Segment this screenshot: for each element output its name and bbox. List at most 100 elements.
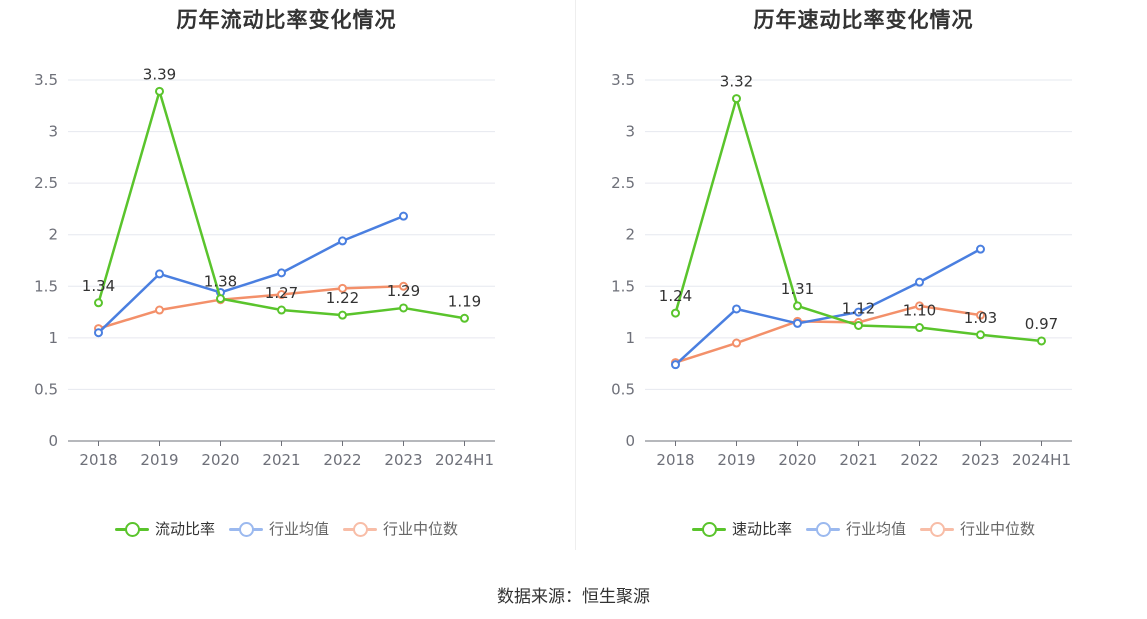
series-line-1 bbox=[674, 248, 982, 366]
y-tick-label: 1 bbox=[625, 329, 635, 347]
y-tick-label: 3.5 bbox=[611, 71, 635, 89]
data-point bbox=[155, 269, 164, 279]
data-point bbox=[94, 328, 103, 338]
data-point bbox=[854, 307, 863, 317]
y-tick-label: 2 bbox=[625, 226, 635, 244]
data-point bbox=[399, 303, 408, 313]
y-tick-label: 1.5 bbox=[34, 277, 58, 295]
data-point bbox=[976, 310, 985, 320]
data-label: 1.24 bbox=[659, 287, 692, 305]
x-tick-label: 2022 bbox=[323, 451, 361, 469]
y-tick-label: 3 bbox=[625, 123, 635, 141]
legend-line-icon bbox=[691, 521, 726, 537]
y-tick-label: 0.5 bbox=[34, 380, 58, 398]
data-point bbox=[460, 313, 469, 323]
x-tick-label: 2019 bbox=[717, 451, 755, 469]
y-tick-label: 3 bbox=[48, 123, 58, 141]
data-label: 1.03 bbox=[964, 309, 997, 327]
data-point bbox=[216, 294, 225, 304]
data-source-caption: 数据来源：恒生聚源 bbox=[497, 587, 650, 607]
x-tick-label: 2021 bbox=[262, 451, 300, 469]
legend-label: 行业中位数 bbox=[383, 520, 459, 538]
data-point bbox=[155, 86, 164, 96]
legend-item-industry-mean[interactable]: 行业均值 bbox=[805, 518, 906, 539]
legend-label: 流动比率 bbox=[154, 520, 215, 538]
legend-item-industry-mean[interactable]: 行业均值 bbox=[228, 518, 329, 539]
x-tick-label: 2024H1 bbox=[1012, 451, 1071, 469]
legend-line-icon bbox=[805, 521, 840, 537]
data-point bbox=[915, 277, 924, 287]
data-point bbox=[732, 94, 741, 104]
chart-title: 历年速动比率变化情况 bbox=[753, 8, 974, 32]
x-tick-label: 2019 bbox=[140, 451, 178, 469]
data-point bbox=[155, 305, 164, 315]
legend-item-current-ratio[interactable]: 流动比率 bbox=[114, 518, 215, 539]
chart-panel-current-ratio: 历年流动比率变化情况 0 0.5 1 1.5 2 2.5 3 3.5 2018 2019 2020 2… bbox=[0, 0, 573, 560]
x-tick-label: 2018 bbox=[656, 451, 694, 469]
data-point bbox=[793, 301, 802, 311]
data-label: 3.39 bbox=[143, 65, 176, 83]
y-tick-label: 2.5 bbox=[34, 174, 58, 192]
data-label: 1.29 bbox=[387, 282, 420, 300]
legend-item-quick-ratio[interactable]: 速动比率 bbox=[691, 518, 792, 539]
y-tick-label: 1.5 bbox=[611, 277, 635, 295]
panel-divider bbox=[575, 0, 576, 550]
data-point bbox=[399, 281, 408, 291]
chart-legend: 速动比率 行业均值 行业中位数 bbox=[577, 518, 1147, 539]
chart-legend: 流动比率 行业均值 行业中位数 bbox=[0, 518, 573, 539]
x-tick-label: 2023 bbox=[384, 451, 422, 469]
x-tick-label: 2023 bbox=[961, 451, 999, 469]
y-tick-label: 2 bbox=[48, 226, 58, 244]
data-label: 1.27 bbox=[265, 284, 298, 302]
data-point bbox=[277, 305, 286, 315]
data-point bbox=[1037, 336, 1046, 346]
line-chart-quick-ratio: 0 0.5 1 1.5 2 2.5 3 3.5 2018 2019 2020 2021 2022 2023… bbox=[611, 71, 1072, 469]
data-label: 1.38 bbox=[204, 273, 237, 291]
data-point bbox=[338, 310, 347, 320]
legend-line-icon bbox=[343, 521, 377, 537]
legend-item-industry-median[interactable]: 行业中位数 bbox=[920, 518, 1035, 539]
data-label: 3.32 bbox=[720, 73, 753, 91]
data-label: 1.10 bbox=[903, 302, 936, 320]
series-line-1 bbox=[97, 214, 404, 334]
data-point bbox=[671, 360, 680, 370]
x-tick-label: 2022 bbox=[900, 451, 938, 469]
legend-label: 行业中位数 bbox=[960, 520, 1036, 538]
legend-line-icon bbox=[228, 521, 263, 537]
legend-line-icon bbox=[114, 521, 149, 537]
chart-panel-quick-ratio: 历年速动比率变化情况 0 0.5 1 1.5 2 2.5 3 3.5 2018 2019 2020 2… bbox=[577, 0, 1147, 560]
data-point bbox=[854, 320, 863, 330]
x-tick-label: 2024H1 bbox=[435, 451, 494, 469]
x-tick-label: 2020 bbox=[778, 451, 816, 469]
data-point bbox=[976, 330, 985, 340]
data-point bbox=[338, 283, 347, 293]
data-point bbox=[915, 323, 924, 333]
data-point bbox=[732, 304, 741, 314]
data-point bbox=[915, 301, 924, 311]
data-point bbox=[277, 268, 286, 278]
series-line-2 bbox=[675, 304, 981, 364]
legend-item-industry-median[interactable]: 行业中位数 bbox=[343, 518, 458, 539]
data-point bbox=[399, 211, 408, 221]
y-tick-label: 0 bbox=[625, 432, 635, 450]
legend-label: 行业均值 bbox=[845, 520, 906, 538]
data-label: 1.34 bbox=[82, 277, 115, 295]
y-tick-label: 1 bbox=[48, 329, 58, 347]
data-label: 1.12 bbox=[842, 299, 875, 317]
legend-label: 速动比率 bbox=[731, 520, 792, 538]
line-chart-current-ratio: 0 0.5 1 1.5 2 2.5 3 3.5 2018 2019 2020 2021 2022 2023… bbox=[34, 65, 495, 469]
x-tick-label: 2020 bbox=[201, 451, 239, 469]
legend-label: 行业均值 bbox=[268, 520, 329, 538]
data-point bbox=[793, 318, 802, 328]
data-point bbox=[671, 308, 680, 318]
legend-line-icon bbox=[920, 521, 954, 537]
series-line-2 bbox=[98, 285, 404, 330]
x-tick-label: 2021 bbox=[839, 451, 877, 469]
x-tick-label: 2018 bbox=[79, 451, 117, 469]
data-point bbox=[277, 290, 286, 300]
data-point bbox=[976, 244, 985, 254]
data-label: 1.22 bbox=[326, 289, 359, 307]
data-point bbox=[732, 338, 741, 348]
data-label: 1.31 bbox=[781, 280, 814, 298]
y-tick-label: 3.5 bbox=[34, 71, 58, 89]
